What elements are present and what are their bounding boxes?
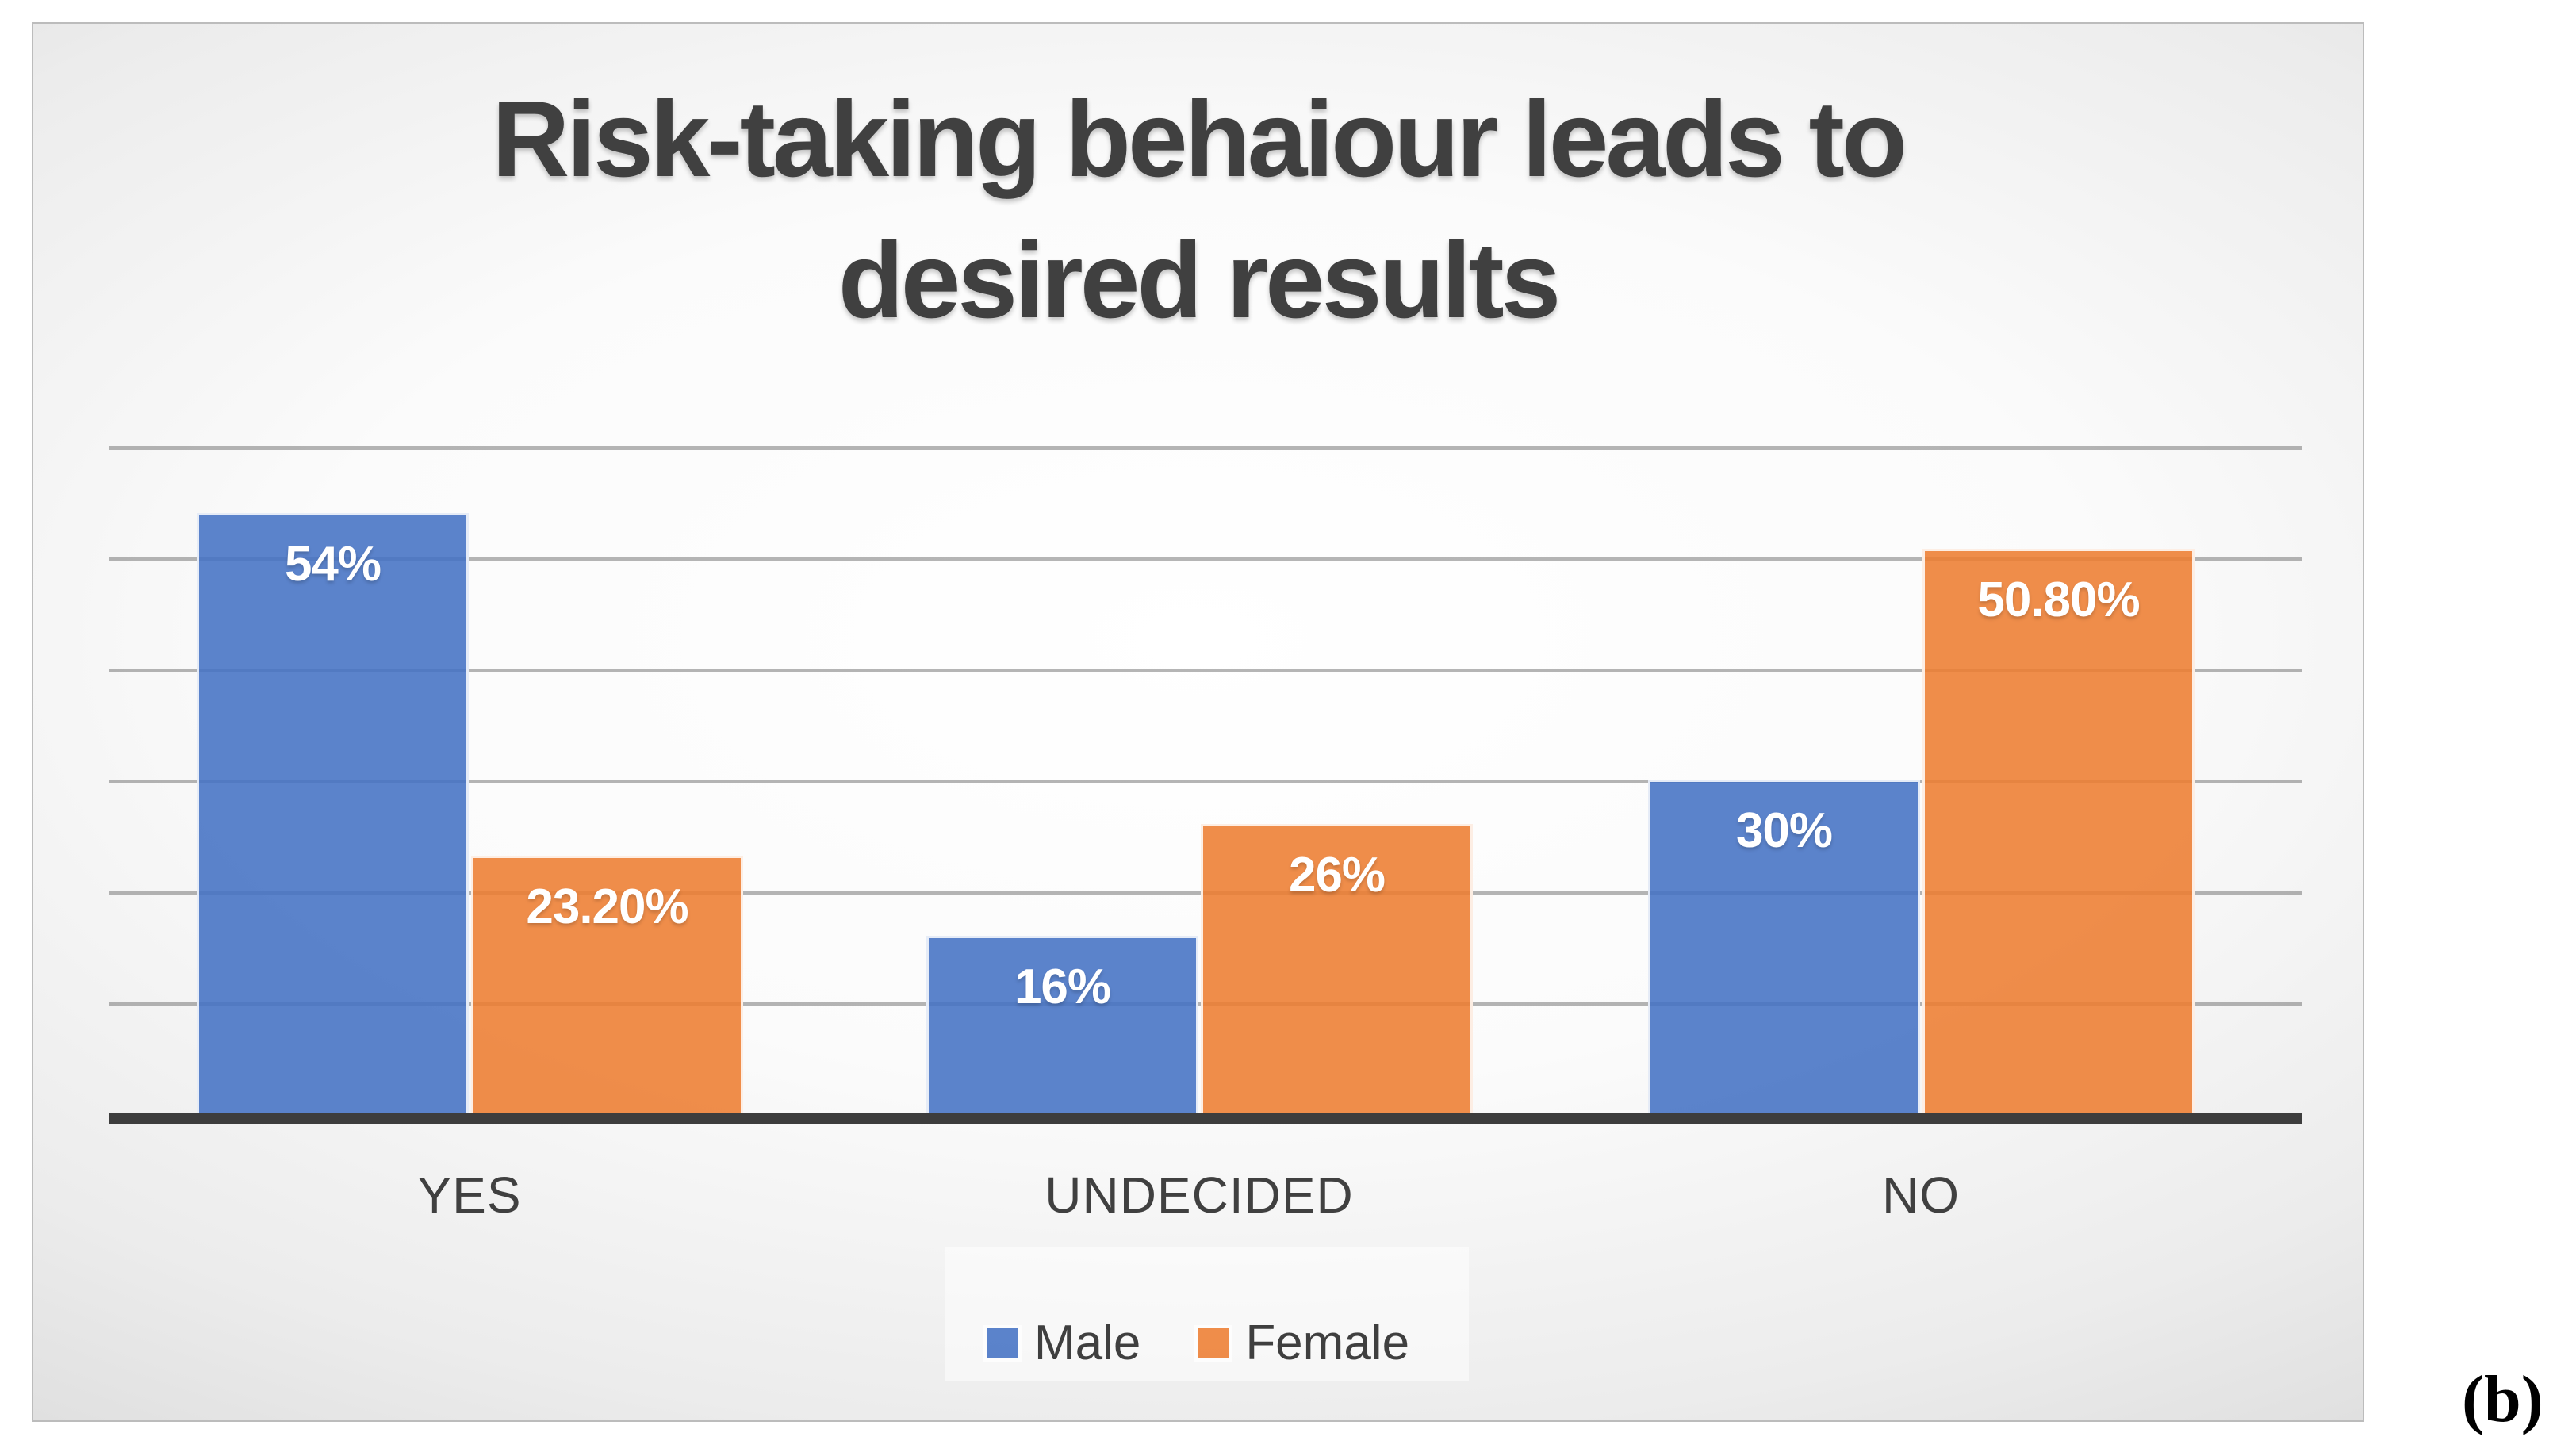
bar-male-no: 30%: [1648, 780, 1920, 1113]
bar-female-no: 50.80%: [1922, 548, 2195, 1113]
chart-title-line2: desired results: [838, 220, 1562, 340]
data-label-female-yes: 23.20%: [526, 879, 688, 934]
category-label-no: NO: [1882, 1167, 1960, 1224]
figure-label: (b): [2462, 1362, 2543, 1436]
bar-female-yes: 23.20%: [471, 855, 743, 1113]
bar-male-undecided: 16%: [926, 935, 1198, 1113]
gridline-30: [109, 780, 2302, 784]
x-axis-line: [109, 1113, 2302, 1124]
legend-label-male: Male: [1033, 1316, 1141, 1370]
chart-title: Risk-taking behaiour leads to desired re…: [33, 68, 2363, 351]
bar-female-undecided: 26%: [1201, 824, 1473, 1113]
gridline-50: [109, 557, 2302, 561]
data-label-female-no: 50.80%: [1977, 572, 2140, 627]
legend-swatch-male-icon: [986, 1328, 1018, 1358]
gridline-40: [109, 669, 2302, 672]
gridline-60: [109, 446, 2302, 450]
chart-panel: Risk-taking behaiour leads to desired re…: [32, 22, 2364, 1422]
legend-background: [945, 1247, 1469, 1381]
data-label-female-undecided: 26%: [1288, 848, 1386, 903]
data-label-male-yes: 54%: [284, 536, 381, 592]
legend-item-male: Male: [986, 1315, 1141, 1371]
data-label-male-no: 30%: [1735, 803, 1833, 859]
chart-title-line1: Risk-taking behaiour leads to: [492, 79, 1907, 199]
legend-item-female: Female: [1198, 1315, 1409, 1371]
category-label-yes: YES: [417, 1167, 522, 1224]
data-label-male-undecided: 16%: [1014, 959, 1111, 1014]
chart-legend: Male Female: [33, 1315, 2363, 1371]
category-label-undecided: UNDECIDED: [1045, 1167, 1354, 1224]
legend-label-female: Female: [1245, 1316, 1410, 1370]
bar-male-yes: 54%: [197, 512, 469, 1113]
legend-swatch-female-icon: [1198, 1328, 1230, 1358]
